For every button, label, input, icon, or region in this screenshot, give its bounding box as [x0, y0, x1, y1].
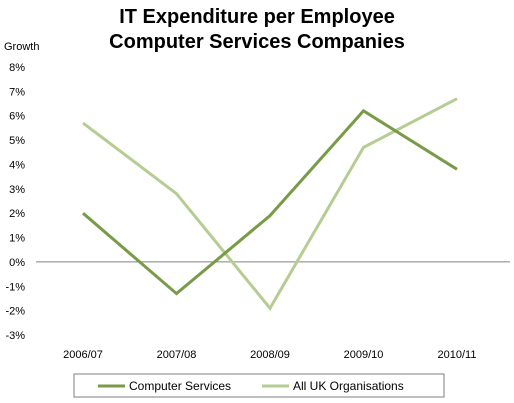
- legend-label-all-uk-organisations: All UK Organisations: [293, 379, 404, 393]
- x-tick-label: 2009/10: [344, 349, 384, 361]
- x-tick-labels: 2006/07 2007/08 2008/09 2009/10 2010/11: [63, 349, 476, 361]
- chart-title-line2: Computer Services Companies: [109, 31, 405, 53]
- series-line-computer-services: [82, 108, 458, 296]
- y-tick-label: 5%: [9, 135, 25, 147]
- x-tick-label: 2006/07: [63, 349, 103, 361]
- x-tick-label: 2008/09: [250, 349, 290, 361]
- y-tick-label: 2%: [9, 208, 25, 220]
- legend-box: [73, 373, 445, 398]
- y-tick-label: 1%: [9, 233, 25, 245]
- y-tick-label: 4%: [9, 159, 25, 171]
- y-tick-label: 8%: [9, 62, 25, 74]
- y-tick-label: -3%: [5, 330, 25, 342]
- legend: Computer Services All UK Organisations: [73, 373, 445, 398]
- y-tick-label: 7%: [9, 86, 25, 98]
- x-tick-label: 2010/11: [438, 349, 477, 361]
- series-line-all-uk-organisations: [82, 97, 458, 311]
- y-tick-label: -1%: [5, 281, 25, 293]
- y-axis-label: Growth: [4, 41, 39, 53]
- y-tick-label: 0%: [9, 257, 25, 269]
- series-lines: [82, 97, 458, 311]
- legend-label-computer-services: Computer Services: [129, 379, 231, 393]
- y-tick-label: 3%: [9, 184, 25, 196]
- y-tick-labels: 8% 7% 6% 5% 4% 3% 2% 1% 0% -1% -2% -3%: [5, 62, 25, 342]
- x-tick-label: 2007/08: [157, 349, 197, 361]
- y-tick-label: 6%: [9, 111, 25, 123]
- chart-title-line1: IT Expenditure per Employee: [119, 6, 395, 28]
- y-tick-label: -2%: [5, 306, 25, 318]
